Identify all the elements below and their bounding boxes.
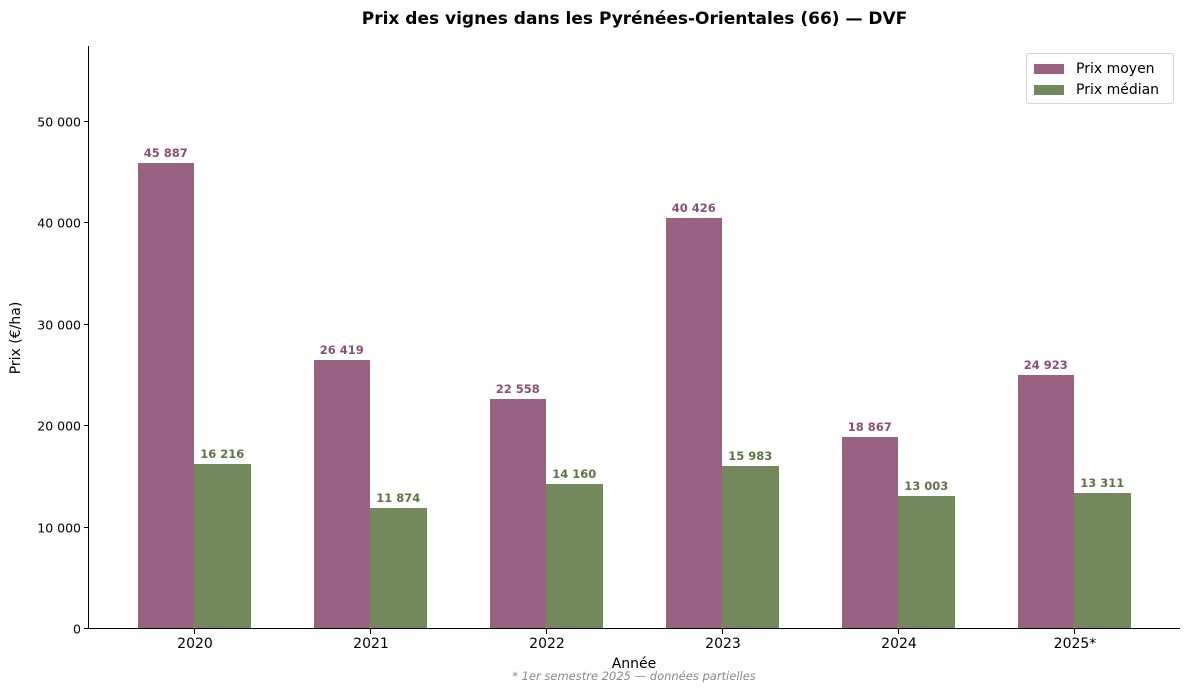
x-tick-mark (546, 629, 547, 634)
bar-value-label: 13 003 (904, 479, 949, 494)
y-tick-mark (84, 628, 89, 629)
bar-mean-2020 (137, 162, 194, 628)
bar-median-2022 (546, 484, 603, 628)
legend-item-mean: Prix moyen (1034, 61, 1155, 77)
bar-value-label: 24 923 (1023, 358, 1068, 373)
x-tick-label: 2025* (1053, 636, 1097, 652)
y-tick-label: 0 (73, 621, 81, 637)
legend: Prix moyen Prix médian (1026, 53, 1174, 104)
y-tick-mark (84, 121, 89, 122)
legend-label-mean: Prix moyen (1076, 61, 1155, 77)
x-tick-label: 2023 (705, 636, 741, 652)
legend-label-median: Prix médian (1076, 82, 1160, 98)
bar-mean-2022 (489, 399, 546, 628)
y-tick-label: 40 000 (37, 215, 81, 231)
bar-mean-2021 (313, 360, 370, 628)
x-axis-label: Année (611, 656, 657, 672)
bar-median-2023 (722, 465, 779, 628)
bar-value-label: 18 867 (847, 419, 892, 434)
bar-value-label: 22 558 (495, 382, 540, 397)
bar-mean-2023 (665, 218, 722, 628)
bar-value-label: 14 160 (552, 467, 597, 482)
y-axis-line (88, 46, 90, 629)
chart-title: Prix des vignes dans les Pyrénées-Orient… (361, 9, 908, 29)
x-tick-mark (1074, 629, 1075, 634)
bar-value-label: 15 983 (728, 448, 773, 463)
bar-value-label: 40 426 (671, 201, 716, 216)
x-tick-label: 2020 (177, 636, 213, 652)
x-tick-mark (194, 629, 195, 634)
bar-value-label: 16 216 (200, 446, 245, 461)
bar-median-2021 (370, 507, 427, 628)
legend-swatch-mean (1034, 64, 1064, 74)
bar-median-2020 (194, 463, 251, 628)
x-tick-label: 2022 (529, 636, 565, 652)
y-axis-label: Prix (€/ha) (8, 301, 24, 375)
y-tick-label: 30 000 (37, 317, 81, 333)
bar-mean-2024 (841, 436, 898, 628)
bar-mean-2025* (1017, 375, 1074, 628)
y-tick-mark (84, 526, 89, 528)
x-tick-label: 2024 (881, 636, 917, 652)
bar-median-2025* (1074, 493, 1131, 628)
x-tick-mark (370, 629, 371, 634)
bar-value-label: 13 311 (1080, 476, 1125, 491)
y-tick-label: 10 000 (37, 520, 81, 536)
y-tick-mark (84, 323, 89, 325)
x-tick-mark (898, 629, 899, 634)
legend-swatch-median (1034, 85, 1064, 95)
bar-value-label: 11 874 (376, 490, 421, 505)
y-tick-label: 50 000 (37, 114, 81, 130)
x-axis-line (88, 628, 1180, 630)
x-tick-label: 2021 (353, 636, 389, 652)
bar-value-label: 26 419 (319, 343, 364, 358)
y-tick-mark (84, 425, 89, 427)
bar-median-2024 (898, 496, 955, 628)
x-tick-mark (722, 629, 723, 634)
y-tick-label: 20 000 (37, 418, 81, 434)
bar-value-label: 45 887 (143, 145, 188, 160)
y-tick-mark (84, 222, 89, 224)
footnote: * 1er semestre 2025 — données partielles (512, 669, 756, 683)
legend-item-median: Prix médian (1034, 82, 1159, 98)
